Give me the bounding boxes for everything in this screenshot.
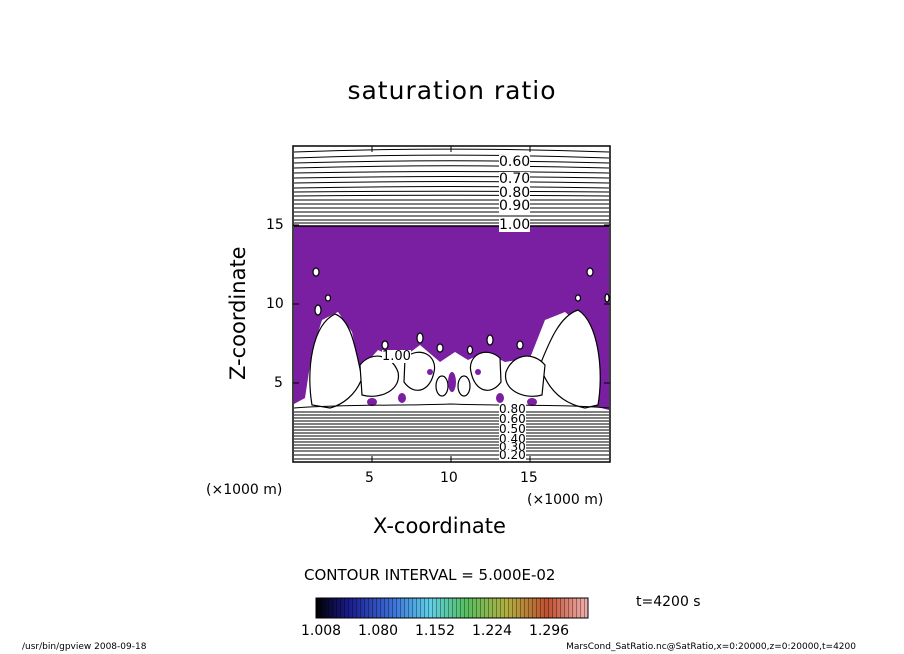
contour-label: 0.60 [499, 154, 531, 170]
unsaturated-patches [309, 267, 610, 409]
contour-interval: CONTOUR INTERVAL = 5.000E-02 [304, 566, 556, 584]
x-tick-label: 15 [520, 470, 538, 486]
x-tick-label: 5 [365, 470, 374, 486]
chart-title: saturation ratio [347, 76, 557, 105]
contour-label: 0.90 [499, 198, 531, 214]
colorbar-frame [315, 597, 589, 619]
y-tick-label: 15 [266, 217, 284, 233]
contour-label: 0.20 [499, 448, 526, 462]
x-tick-marks [371, 146, 531, 462]
lower-contours [293, 403, 610, 460]
footer-program: /usr/bin/gpview 2008-09-18 [22, 642, 147, 652]
y-axis-label: Z-coordinate [226, 246, 250, 380]
y-tick-label: 5 [274, 375, 283, 391]
contour-label: 1.00 [499, 217, 531, 233]
colorbar-tick-label: 1.008 [301, 623, 342, 639]
contour-label: 0.80 [499, 402, 526, 416]
x-unit-label: (×1000 m) [206, 482, 283, 498]
colorbar-tick-label: 1.296 [529, 623, 570, 639]
colorbar-tick-label: 1.152 [415, 623, 456, 639]
x-tick-label: 10 [440, 470, 458, 486]
contour-label: 0.80 [499, 185, 531, 201]
y-tick-marks [293, 224, 610, 384]
y-unit-label: (×1000 m) [527, 492, 604, 508]
contour-label: 0.50 [499, 422, 526, 436]
x-axis-label: X-coordinate [373, 514, 506, 538]
saturated-specks [367, 369, 537, 406]
contour-label: 0.70 [499, 171, 531, 187]
colorbar-tick-label: 1.224 [472, 623, 513, 639]
contour-label: 0.60 [499, 412, 526, 426]
time-label: t=4200 s [636, 594, 701, 610]
saturated-region [294, 226, 609, 410]
upper-contours [293, 148, 610, 227]
y-tick-label: 10 [266, 296, 284, 312]
contour-label: 1.00 [382, 349, 411, 364]
footer-source: MarsCond_SatRatio.nc@SatRatio,x=0:20000,… [566, 642, 856, 652]
colorbar-tick-label: 1.080 [358, 623, 399, 639]
